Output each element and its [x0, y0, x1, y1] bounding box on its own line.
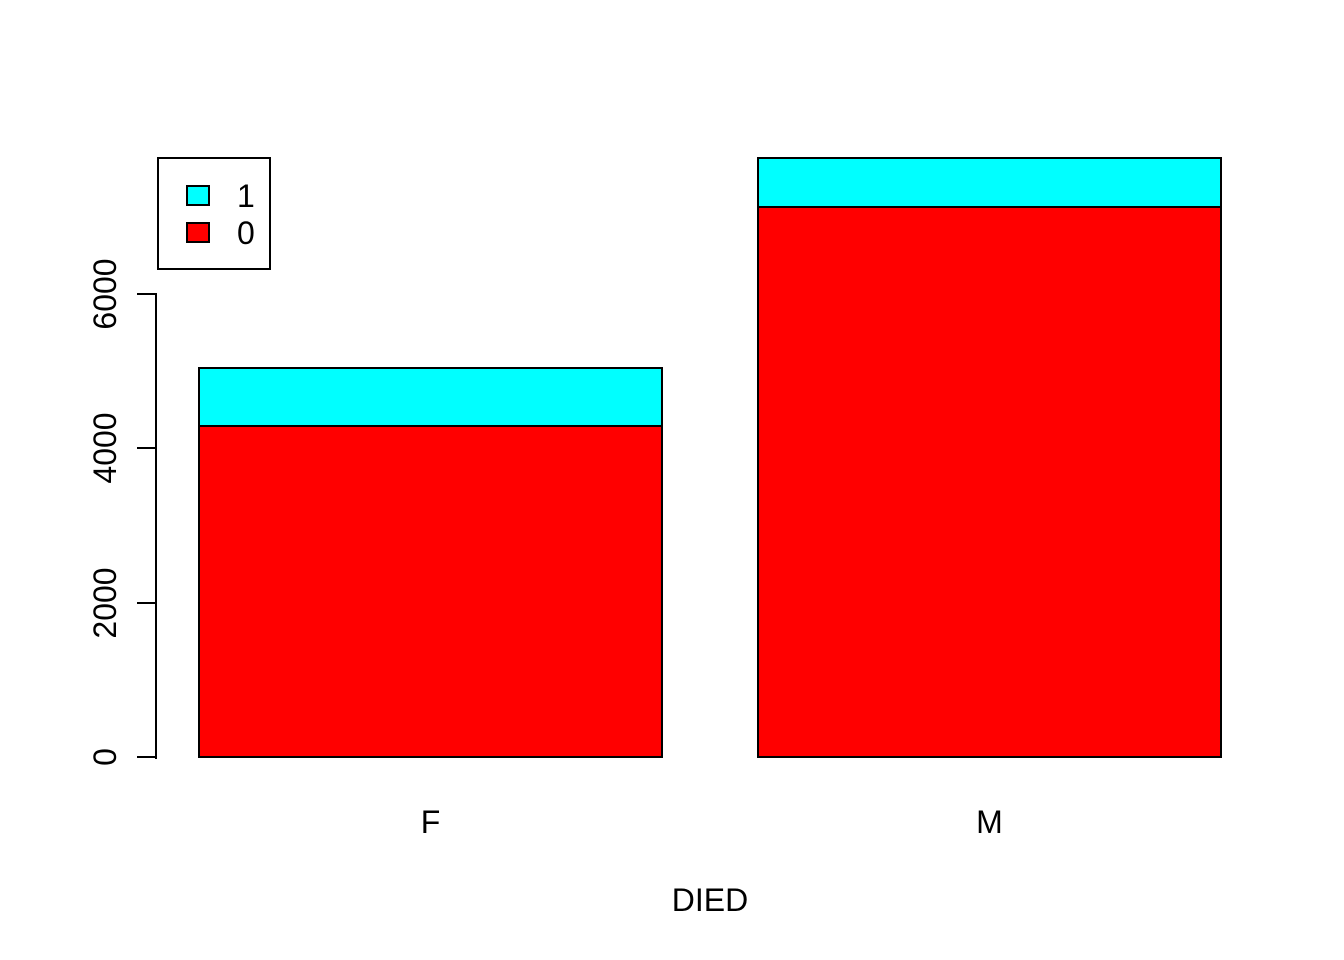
bar-segment-died-1: [757, 157, 1222, 208]
bar-segment-died-1: [198, 367, 663, 427]
y-tick-label: 6000: [87, 258, 123, 330]
bar-m: [757, 157, 1222, 758]
x-tick-label-f: F: [420, 804, 441, 840]
bar-segment-died-0: [198, 427, 663, 758]
legend-label-died-0: 0: [237, 214, 255, 251]
legend-entry-died-1: 1: [159, 177, 269, 214]
y-tick: [137, 447, 157, 450]
legend-entry-died-0: 0: [159, 214, 269, 251]
legend: 1 0: [157, 157, 271, 270]
y-axis-line: [155, 293, 157, 759]
legend-swatch-died-0-icon: [186, 222, 210, 243]
y-tick: [137, 601, 157, 604]
y-tick-label: 0: [87, 748, 123, 766]
x-axis-title: DIED: [671, 882, 749, 918]
x-tick-label-m: M: [976, 804, 1003, 840]
bar-f: [198, 367, 663, 758]
bar-segment-died-0: [757, 208, 1222, 758]
legend-label-died-1: 1: [237, 177, 255, 214]
y-tick-label: 2000: [87, 567, 123, 639]
y-tick: [137, 756, 157, 758]
y-tick-label: 4000: [87, 412, 123, 484]
legend-swatch-died-1-icon: [186, 185, 210, 206]
y-tick: [137, 293, 157, 295]
